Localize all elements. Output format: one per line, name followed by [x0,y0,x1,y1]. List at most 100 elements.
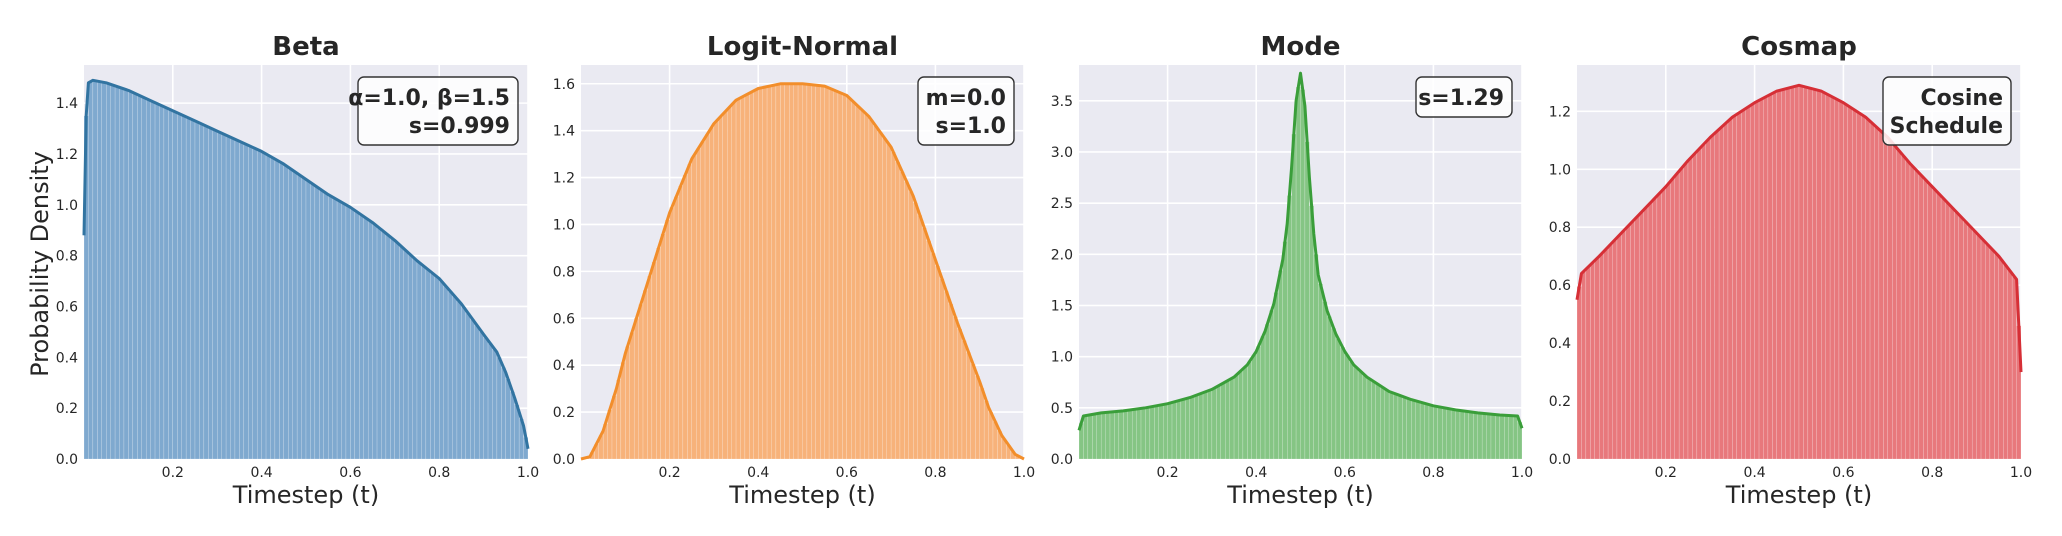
histogram-bar [1305,142,1309,459]
y-tick-label: 0.8 [553,264,575,280]
histogram-bar [785,84,789,459]
histogram-bar [1243,367,1247,459]
histogram-bar [479,331,483,459]
x-tick-label: 1.0 [1013,465,1035,481]
histogram-bar [217,132,221,459]
y-tick-label: 2.0 [1051,247,1073,263]
histogram-bar [288,169,292,459]
histogram-bar [1617,235,1621,459]
histogram-bar [803,84,807,459]
histogram-bar [1451,409,1455,459]
histogram-bar [1981,240,1985,459]
y-tick-label: 0.4 [553,358,575,374]
histogram-bar [856,106,860,459]
histogram-bar [497,357,501,459]
histogram-bar [1706,140,1710,459]
histogram-bar [1621,231,1625,459]
y-tick-label: 3.5 [1051,94,1073,110]
y-tick-label: 0.4 [1549,336,1571,352]
histogram-bar [1389,392,1393,459]
histogram-bar [989,412,993,459]
histogram-bar [718,117,722,459]
histogram-bar [1710,135,1714,459]
histogram-bar [1843,104,1847,459]
histogram-bar [834,91,838,459]
histogram-bar [1292,134,1296,459]
x-tick-label: 1.0 [2010,465,2032,481]
histogram-bar [1309,206,1313,459]
histogram-bar [168,110,172,459]
histogram-bar [284,166,288,459]
histogram-bar [1367,379,1371,459]
histogram-bar [1737,113,1741,459]
histogram-bar [1630,221,1634,459]
histogram-bar [678,186,682,459]
histogram-bar [1159,405,1163,459]
histogram-bar [1950,208,1954,459]
histogram-bar [1786,88,1790,459]
histogram-bar [1919,175,1923,459]
histogram-bar [328,196,332,459]
histogram-bar [253,148,257,459]
histogram-bar [714,121,718,459]
histogram-bar [953,317,957,459]
histogram-bar [1128,410,1132,459]
histogram-bar [1870,123,1874,459]
histogram-bar [1221,383,1225,459]
histogram-bar [1363,375,1367,459]
histogram-bar [475,325,479,459]
annotation-text: m=0.0 [926,86,1006,111]
x-axis-label: Timestep (t) [1725,481,1872,509]
histogram-bar [1941,198,1945,459]
histogram-bar [195,122,199,459]
histogram-bar [1203,392,1207,459]
histogram-bar [1586,267,1590,459]
histogram-bar [275,160,279,459]
histogram-bar [1447,409,1451,459]
histogram-bar [656,248,660,459]
y-tick-label: 1.2 [56,147,78,163]
histogram-bar [1897,150,1901,459]
histogram-bar [1772,92,1776,459]
histogram-bar [355,212,359,459]
x-tick-label: 0.6 [1334,465,1356,481]
histogram-bar [324,193,328,459]
x-tick-label: 0.6 [836,465,858,481]
histogram-bar [453,296,457,459]
histogram-bar [1613,240,1617,459]
histogram-bar [740,97,744,459]
histogram-bar [1137,409,1141,459]
histogram-bar [373,224,377,459]
histogram-bar [1688,158,1692,459]
histogram-bar [1141,408,1145,459]
histogram-bar [262,153,266,459]
histogram-bar [244,144,248,459]
histogram-bar [763,87,767,459]
histogram-bar [319,190,323,459]
histogram-bar [111,85,115,459]
histogram-bar [616,380,620,459]
histogram-bar [1866,119,1870,459]
histogram-bar [1994,254,1998,459]
histogram-bar [1438,407,1442,459]
histogram-bar [670,207,674,459]
annotation-text: s=0.999 [409,114,510,139]
histogram-bar [1817,90,1821,459]
histogram-bar [860,110,864,459]
histogram-bar [368,221,372,459]
x-tick-label: 0.2 [1655,465,1677,481]
histogram-bar [2008,271,2012,459]
histogram-bar [390,239,394,459]
histogram-bar [1394,394,1398,459]
histogram-bar [940,279,944,459]
histogram-bar [723,112,727,459]
histogram-bar [1750,104,1754,459]
histogram-bar [1163,404,1167,459]
histogram-bar [1697,149,1701,459]
histogram-bar [1154,406,1158,459]
histogram-bar [1114,412,1118,459]
histogram-bar [346,206,350,459]
histogram-bar [102,82,106,459]
histogram-bar [1692,154,1696,459]
